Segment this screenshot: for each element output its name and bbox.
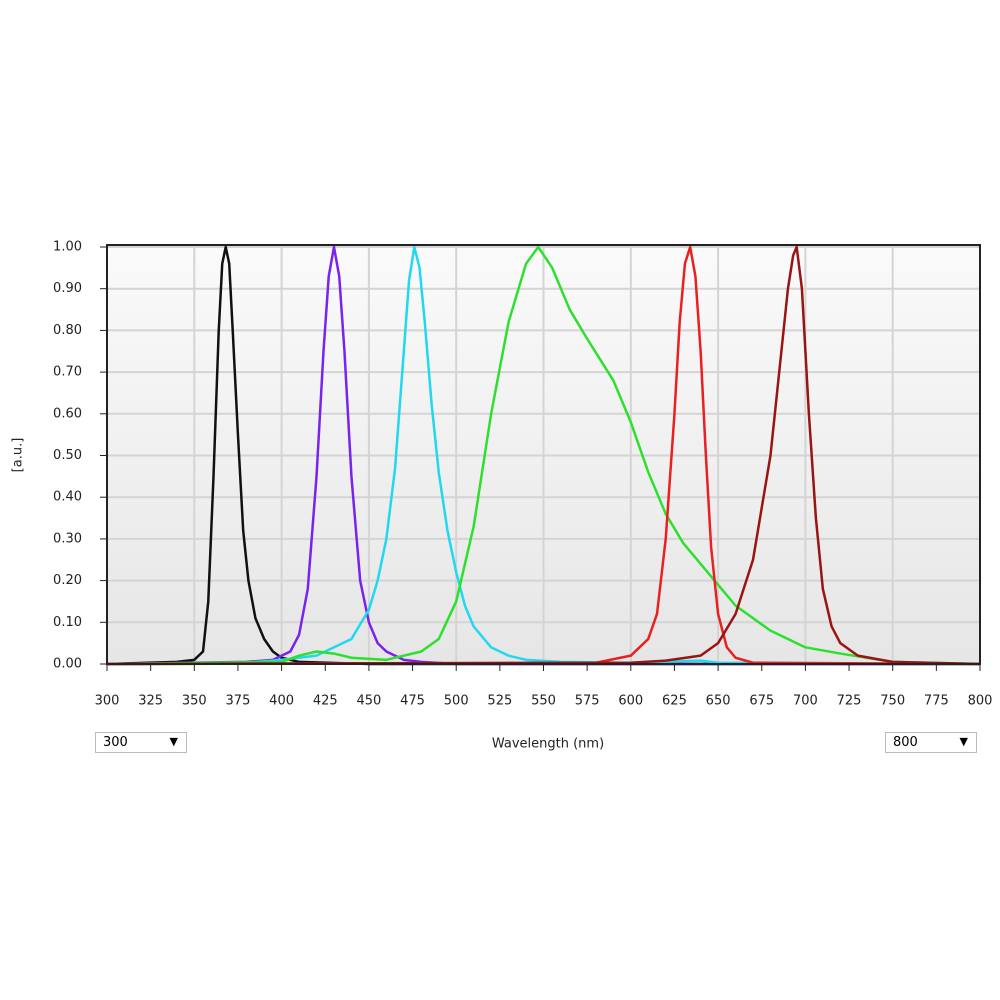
x-tick-label: 600	[618, 694, 643, 709]
series-line	[106, 245, 980, 666]
x-tick-label: 800	[968, 694, 993, 709]
x-tick-label: 450	[356, 694, 381, 709]
y-tick-label: 0.30	[53, 531, 82, 546]
x-tick-label: 725	[837, 694, 862, 709]
x-axis-label: Wavelength (nm)	[492, 737, 604, 752]
x-tick-label: 425	[313, 694, 338, 709]
x-tick-label: 575	[575, 694, 600, 709]
x-tick-label: 550	[531, 694, 556, 709]
y-tick-label: 0.10	[53, 615, 82, 630]
x-tick-label: 300	[95, 694, 120, 709]
series-line	[106, 245, 981, 666]
x-tick-label: 625	[662, 694, 687, 709]
x-tick-label: 525	[487, 694, 512, 709]
y-tick-label: 0.00	[53, 657, 82, 672]
x-tick-label: 325	[138, 694, 163, 709]
y-tick-label: 0.20	[53, 573, 82, 588]
select-value: 800	[893, 735, 918, 750]
x-tick-label: 500	[444, 694, 469, 709]
x-tick-label: 475	[400, 694, 425, 709]
y-tick-label: 0.40	[53, 490, 82, 505]
y-tick-label: 0.50	[53, 448, 82, 463]
x-tick-label: 675	[749, 694, 774, 709]
x-max-select[interactable]: 800 ▼	[885, 732, 977, 753]
y-tick-label: 0.60	[53, 406, 82, 421]
x-tick-label: 700	[793, 694, 818, 709]
series-line	[106, 245, 981, 666]
series-line	[106, 245, 981, 666]
x-tick-label: 400	[269, 694, 294, 709]
x-min-select[interactable]: 300 ▼	[95, 732, 187, 753]
x-tick-label: 375	[226, 694, 251, 709]
y-tick-label: 0.70	[53, 365, 82, 380]
y-tick-label: 1.00	[53, 240, 82, 255]
x-tick-label: 775	[924, 694, 949, 709]
x-tick-label: 350	[182, 694, 207, 709]
x-tick-label: 750	[880, 694, 905, 709]
y-tick-label: 0.90	[53, 281, 82, 296]
y-tick-label: 0.80	[53, 323, 82, 338]
y-axis-label: [a.u.]	[11, 438, 26, 473]
series-line	[106, 245, 981, 666]
x-tick-label: 650	[706, 694, 731, 709]
select-value: 300	[103, 735, 128, 750]
